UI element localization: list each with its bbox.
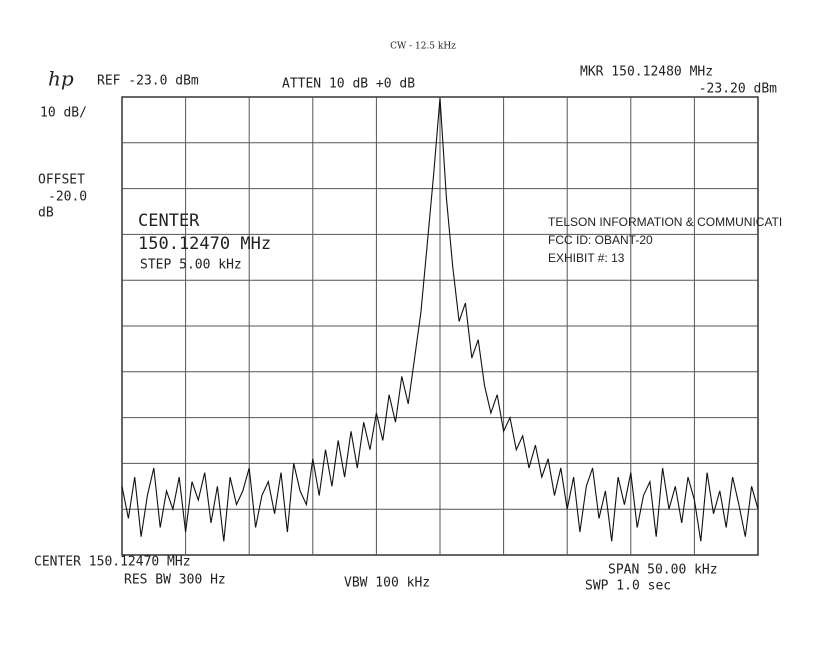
annotation: ATTEN 10 dB +0 dB xyxy=(282,77,415,92)
annotation: 10 dB/ xyxy=(40,106,87,121)
annotation: 150.12470 MHz xyxy=(138,234,271,254)
annotation: MKR 150.12480 MHz xyxy=(580,65,713,80)
annotation: -20.0 xyxy=(48,190,87,205)
annotation: OFFSET xyxy=(38,173,85,188)
annotation: STEP 5.00 kHz xyxy=(140,258,242,273)
annotation: SWP 1.0 sec xyxy=(585,579,671,594)
annotation: CENTER 150.12470 MHz xyxy=(34,555,191,570)
annotation: RES BW 300 Hz xyxy=(124,573,226,588)
annotation: dB xyxy=(38,206,54,221)
annotation: VBW 100 kHz xyxy=(344,576,430,591)
annotation: TELSON INFORMATION & COMMUNICATI xyxy=(548,215,782,229)
annotation: CENTER xyxy=(138,211,200,231)
annotation: hp xyxy=(48,67,74,91)
annotation: EXHIBIT #: 13 xyxy=(548,251,625,265)
chart-title: CW - 12.5 kHz xyxy=(390,42,456,52)
annotation: FCC ID: OBANT-20 xyxy=(548,233,653,247)
annotation: SPAN 50.00 kHz xyxy=(608,563,718,578)
annotation: -23.20 dBm xyxy=(699,82,777,97)
annotation: REF -23.0 dBm xyxy=(97,74,199,89)
trace xyxy=(121,97,759,542)
